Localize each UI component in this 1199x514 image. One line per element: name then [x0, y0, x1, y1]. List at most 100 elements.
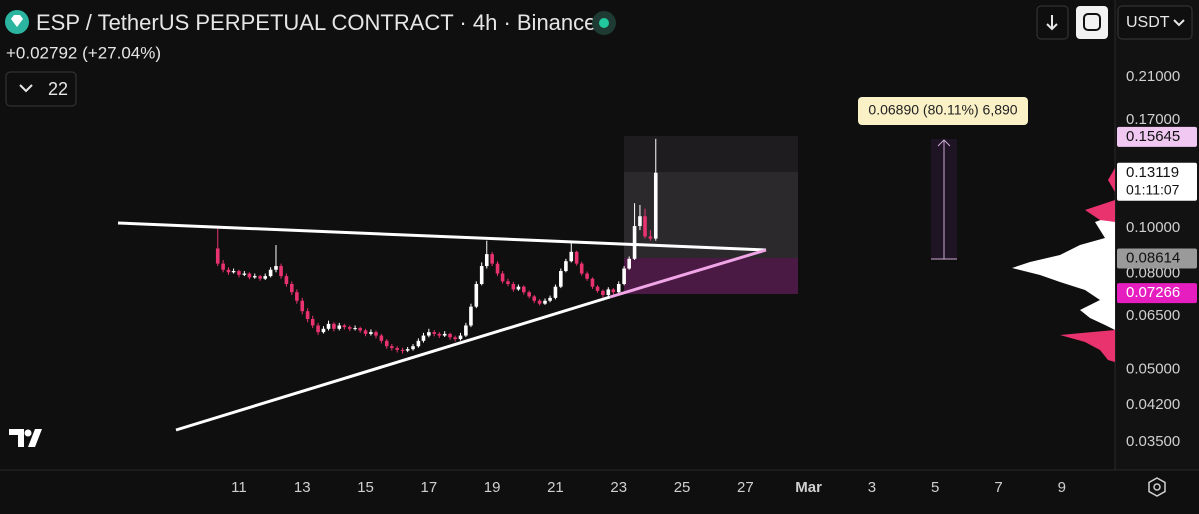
x-tick-label: 5 — [931, 479, 939, 496]
candle-body — [484, 254, 489, 267]
candle-body — [458, 335, 463, 340]
candle-body — [611, 289, 616, 293]
x-tick-label: 19 — [484, 479, 501, 496]
candles — [215, 138, 658, 354]
candle-body — [490, 254, 494, 264]
candle-body — [400, 349, 405, 351]
price-label: 0.13119 — [1126, 164, 1179, 181]
y-tick-label: 0.17000 — [1126, 111, 1180, 128]
candle-body — [643, 216, 647, 237]
candle-body — [543, 300, 547, 304]
candle-body — [237, 271, 241, 275]
price-change: +0.02792 (+27.04%) — [6, 43, 161, 62]
price-label: 0.07266 — [1126, 284, 1180, 301]
download-icon — [1046, 15, 1058, 31]
sync-icon — [1083, 13, 1101, 31]
candle-body — [527, 292, 531, 297]
sync-button[interactable] — [1076, 6, 1108, 39]
candle-body — [648, 236, 653, 239]
candle-body — [579, 263, 584, 274]
candle-body — [590, 278, 595, 287]
x-tick-label: 11 — [231, 479, 247, 496]
x-tick-label: 27 — [737, 479, 754, 496]
candle-body — [284, 276, 289, 285]
candle-body — [479, 266, 484, 285]
candle-body — [279, 266, 283, 277]
x-tick-label: 23 — [610, 479, 627, 496]
candle-body — [506, 281, 510, 285]
indicator-count: 22 — [48, 79, 68, 99]
candle-body — [548, 297, 552, 301]
candle-body — [290, 284, 294, 293]
candle-body — [632, 226, 637, 259]
candle-body — [500, 273, 505, 282]
candle-body — [305, 311, 310, 320]
candle-body — [521, 286, 526, 293]
candle-body — [337, 325, 342, 329]
candle-body — [242, 273, 247, 275]
candle-body — [390, 346, 394, 349]
price-label-bg — [1117, 126, 1197, 147]
candle-body — [369, 332, 373, 334]
candle-body — [553, 286, 558, 298]
candle-body — [411, 346, 415, 350]
candle-body — [274, 266, 278, 270]
candle-body — [316, 325, 320, 333]
candle-body — [332, 323, 336, 329]
candle-body — [606, 289, 611, 296]
candle-body — [358, 328, 362, 331]
candle-body — [326, 323, 331, 329]
candle-body — [474, 284, 479, 307]
x-tick-label: 17 — [421, 479, 438, 496]
y-tick-label: 0.08000 — [1126, 265, 1180, 282]
candle-body — [347, 327, 352, 329]
settings-icon — [1153, 483, 1161, 491]
candle-body — [295, 292, 299, 301]
x-tick-label: 25 — [674, 479, 691, 496]
candle-body — [416, 340, 421, 347]
candle-body — [653, 172, 658, 239]
trendline — [609, 248, 767, 299]
candle-body — [622, 268, 626, 285]
candle-body — [374, 332, 378, 336]
position-box — [624, 258, 798, 294]
candle-body — [511, 284, 516, 290]
symbol-logo-mark — [11, 15, 23, 27]
candle-body — [353, 328, 357, 330]
currency-button[interactable] — [1117, 5, 1193, 40]
price-label-bg — [1117, 162, 1197, 201]
countdown: 01:11:07 — [1126, 181, 1180, 197]
candle-body — [321, 328, 326, 333]
measure-text: 0.06890 (80.11%) 6,890 — [868, 102, 1017, 118]
candle-body — [495, 263, 500, 274]
candle-body — [300, 300, 305, 312]
candle-body — [221, 263, 225, 270]
measure-arrow — [937, 139, 951, 147]
x-tick-label: 13 — [294, 479, 311, 496]
currency: USDT — [1126, 14, 1170, 31]
x-tick-label: 9 — [1058, 479, 1066, 496]
candle-body — [310, 319, 315, 326]
candle-body — [427, 332, 431, 336]
tv-logo — [24, 429, 32, 437]
candle-body — [421, 335, 426, 341]
x-tick-label: 21 — [547, 479, 564, 496]
candle-body — [342, 325, 347, 328]
candle-body — [252, 276, 257, 278]
candle-body — [384, 340, 389, 347]
candle-body — [564, 261, 568, 272]
trendline — [175, 295, 611, 432]
y-tick-label: 0.03500 — [1126, 433, 1180, 450]
candle-body — [532, 296, 537, 301]
candle-body — [258, 276, 262, 279]
price-label: 0.15645 — [1126, 128, 1180, 145]
candle-body — [226, 269, 231, 273]
price-label-bg — [1117, 283, 1197, 304]
price-axis-bg — [1115, 0, 1199, 470]
settings-button[interactable] — [1148, 477, 1166, 497]
indicators-toggle[interactable] — [5, 71, 77, 107]
candle-body — [268, 269, 273, 277]
candle-body — [627, 258, 631, 269]
